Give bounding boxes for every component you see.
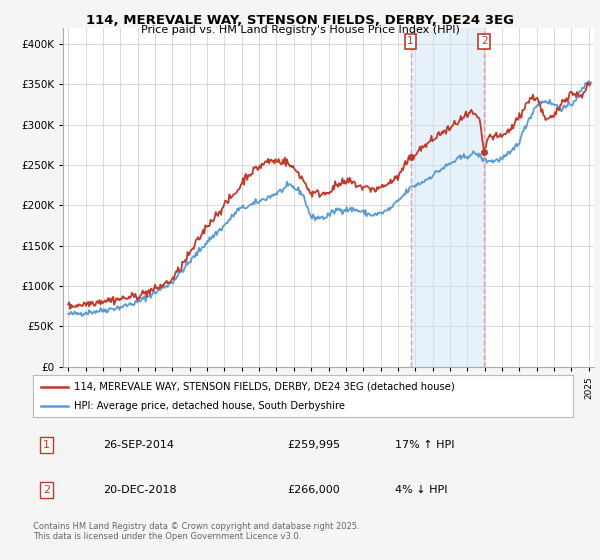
- Text: Contains HM Land Registry data © Crown copyright and database right 2025.
This d: Contains HM Land Registry data © Crown c…: [33, 522, 359, 542]
- Text: 114, MEREVALE WAY, STENSON FIELDS, DERBY, DE24 3EG: 114, MEREVALE WAY, STENSON FIELDS, DERBY…: [86, 14, 514, 27]
- Text: 1: 1: [407, 36, 414, 46]
- Text: 26-SEP-2014: 26-SEP-2014: [103, 440, 174, 450]
- Bar: [410, 28, 484, 367]
- Text: 1: 1: [43, 440, 50, 450]
- Text: 2: 2: [43, 485, 50, 495]
- Text: Price paid vs. HM Land Registry's House Price Index (HPI): Price paid vs. HM Land Registry's House …: [140, 25, 460, 35]
- Text: 17% ↑ HPI: 17% ↑ HPI: [395, 440, 454, 450]
- Text: £259,995: £259,995: [287, 440, 340, 450]
- Text: £266,000: £266,000: [287, 485, 340, 495]
- Text: 114, MEREVALE WAY, STENSON FIELDS, DERBY, DE24 3EG (detached house): 114, MEREVALE WAY, STENSON FIELDS, DERBY…: [74, 381, 454, 391]
- Text: 2: 2: [481, 36, 487, 46]
- Text: 4% ↓ HPI: 4% ↓ HPI: [395, 485, 448, 495]
- Text: HPI: Average price, detached house, South Derbyshire: HPI: Average price, detached house, Sout…: [74, 401, 344, 411]
- Text: 20-DEC-2018: 20-DEC-2018: [103, 485, 177, 495]
